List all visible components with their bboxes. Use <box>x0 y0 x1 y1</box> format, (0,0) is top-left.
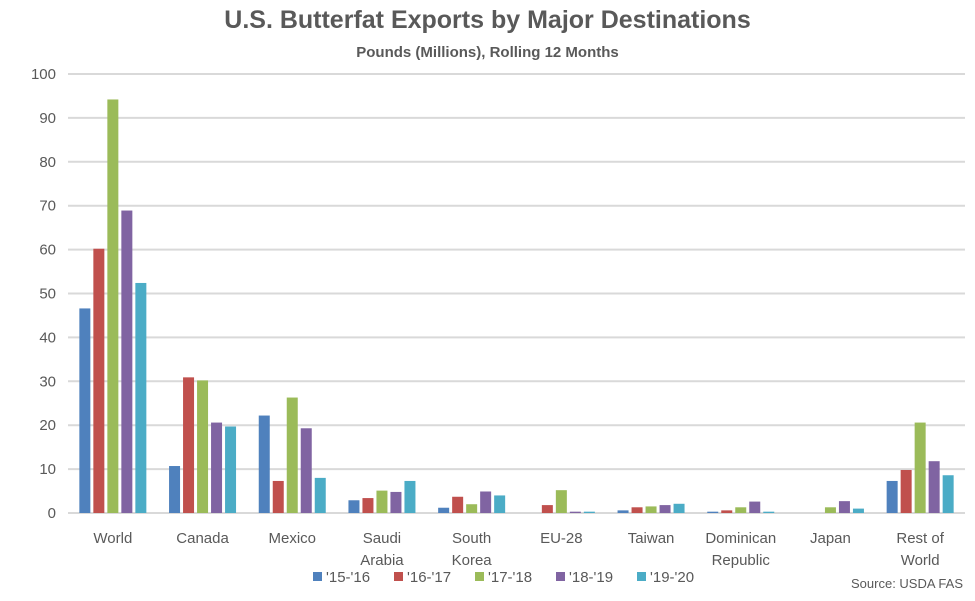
bar <box>197 380 209 513</box>
bar <box>225 426 237 513</box>
legend-swatch <box>637 572 646 581</box>
x-tick-label: Canada <box>176 530 229 547</box>
bar <box>314 477 326 513</box>
y-tick-label: 40 <box>39 329 56 346</box>
bar <box>258 415 270 513</box>
bar <box>452 496 464 513</box>
source-note: Source: USDA FAS <box>851 576 963 591</box>
legend-label: '19-'20 <box>650 569 694 586</box>
x-axis-labels: World Canada Mexico Saudi Arabia South Korea EU… <box>93 530 944 569</box>
bar <box>169 466 181 513</box>
legend-label: '17-'18 <box>488 569 532 586</box>
bar <box>659 505 671 513</box>
bar <box>541 505 553 513</box>
bar <box>362 498 374 513</box>
x-tick-label: Taiwan <box>628 530 675 547</box>
bar <box>617 510 629 513</box>
y-tick-label: 70 <box>39 198 56 215</box>
x-tick-label: Arabia <box>360 552 404 569</box>
bar <box>555 490 567 513</box>
bar <box>838 501 850 513</box>
x-tick-label: Japan <box>810 530 851 547</box>
x-tick-label: Rest of <box>896 530 944 547</box>
bar <box>404 480 416 513</box>
bar <box>286 397 298 513</box>
bar <box>928 461 940 513</box>
y-axis-ticks: 0 10 20 30 40 50 60 70 80 90 100 <box>31 66 56 522</box>
bar <box>466 504 478 513</box>
y-tick-label: 100 <box>31 66 56 83</box>
bar <box>79 308 91 513</box>
y-tick-label: 10 <box>39 461 56 478</box>
bar <box>645 506 657 513</box>
bar <box>135 282 147 513</box>
x-tick-label: Saudi <box>363 530 401 547</box>
x-tick-label: Korea <box>452 552 493 569</box>
x-tick-label: Dominican <box>705 530 776 547</box>
legend-label: '16-'17 <box>407 569 451 586</box>
bar <box>107 99 119 513</box>
bar <box>583 511 595 513</box>
y-tick-label: 50 <box>39 286 56 303</box>
bar <box>272 480 284 513</box>
bar <box>914 422 926 513</box>
legend: '15-'16 '16-'17 '17-'18 '18-'19 '19-'20 <box>313 569 694 586</box>
bar <box>721 510 733 513</box>
bar <box>824 507 836 513</box>
bar <box>673 503 685 513</box>
bar <box>211 422 223 513</box>
bar <box>390 491 402 513</box>
chart-subtitle: Pounds (Millions), Rolling 12 Months <box>356 44 619 61</box>
legend-swatch <box>475 572 484 581</box>
bar <box>900 469 912 513</box>
y-tick-label: 20 <box>39 417 56 434</box>
bar <box>376 490 388 513</box>
bar <box>121 210 133 514</box>
bar <box>300 428 312 513</box>
y-tick-label: 60 <box>39 242 56 259</box>
y-tick-label: 80 <box>39 154 56 171</box>
x-tick-label: EU-28 <box>540 530 583 547</box>
y-tick-label: 90 <box>39 110 56 127</box>
gridlines <box>68 73 965 514</box>
bar <box>631 507 643 513</box>
legend-label: '18-'19 <box>569 569 613 586</box>
bar <box>348 500 360 513</box>
legend-swatch <box>313 572 322 581</box>
bar <box>569 511 581 513</box>
bar <box>852 508 864 513</box>
bar <box>886 480 898 513</box>
y-tick-label: 30 <box>39 373 56 390</box>
x-tick-label: World <box>901 552 940 569</box>
x-tick-label: Republic <box>712 552 771 569</box>
legend-label: '15-'16 <box>326 569 370 586</box>
bar <box>763 511 775 513</box>
x-tick-label: World <box>93 530 132 547</box>
bar <box>735 507 747 513</box>
y-tick-label: 0 <box>48 505 56 522</box>
bar <box>183 377 195 513</box>
bar <box>707 511 719 513</box>
bar <box>494 495 506 513</box>
legend-swatch <box>394 572 403 581</box>
x-tick-label: Mexico <box>268 530 316 547</box>
chart-title: U.S. Butterfat Exports by Major Destinat… <box>224 6 751 34</box>
legend-swatch <box>556 572 565 581</box>
bar <box>942 475 954 513</box>
bar <box>93 248 105 514</box>
x-tick-label: South <box>452 530 491 547</box>
bar <box>438 507 450 513</box>
bar <box>480 491 492 513</box>
bar <box>749 501 761 513</box>
bars <box>79 99 954 514</box>
